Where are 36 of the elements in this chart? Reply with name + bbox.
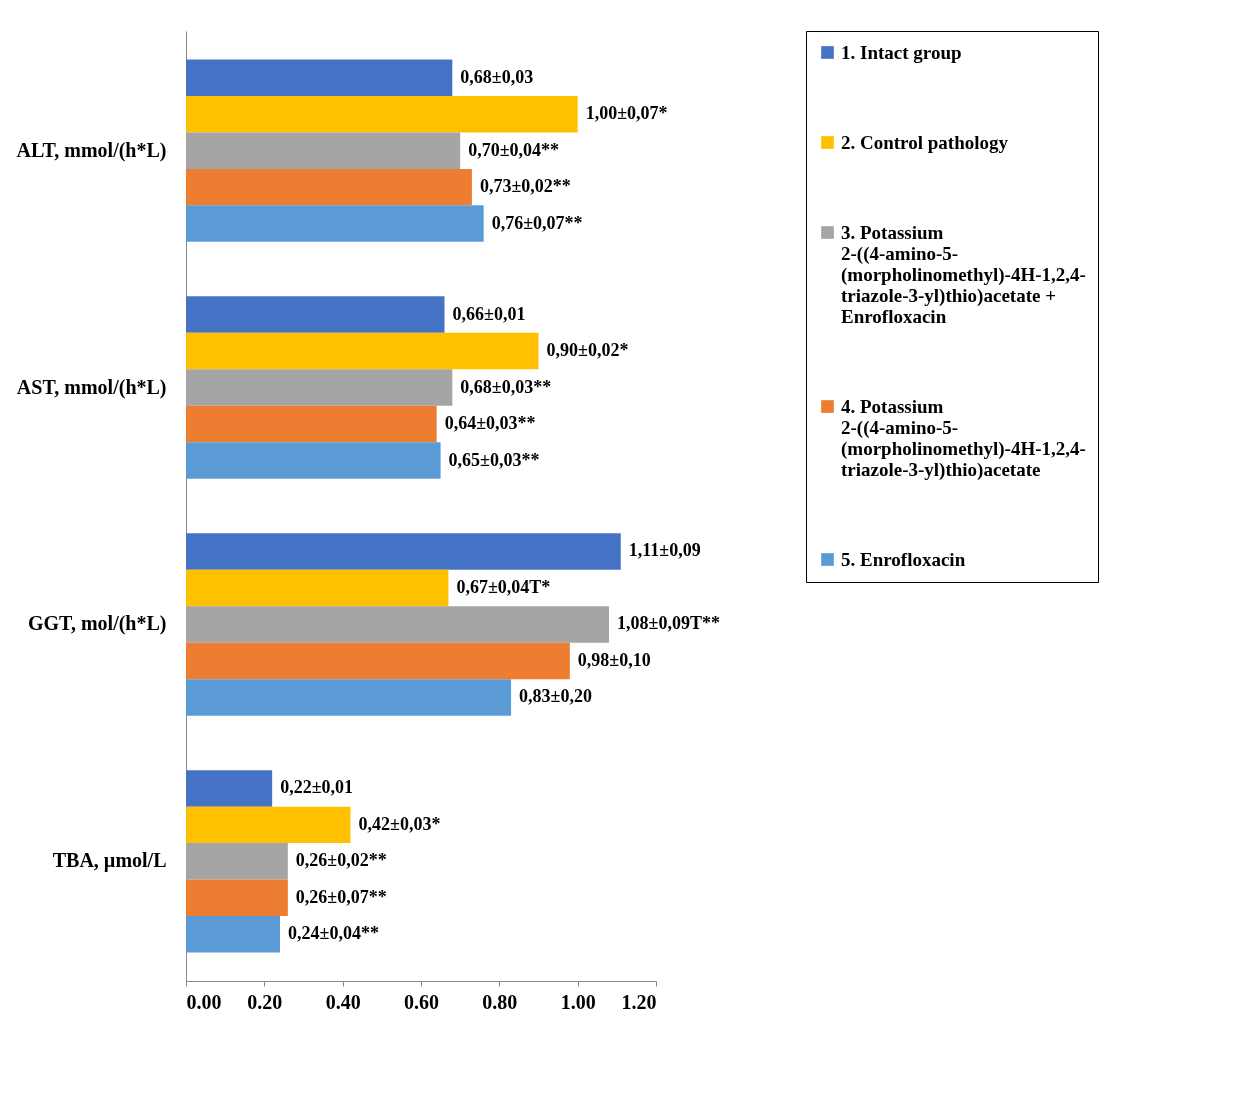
data-label: 0,67±0,04T* [456,576,551,597]
y-tick-label: TBA, µmol/L [52,849,167,873]
data-label: 0,68±0,03** [460,376,552,397]
legend-label: 3. Potassium 2-((4-amino-5-(morpholinomethyl)-4H-1,2,4-triazole-3-yl)thio)acetate + Enrofloxacin [841,221,1086,327]
data-label: 1,11±0,09 [628,540,701,561]
y-tick-label: ALT, mmol/(h*L) [16,138,167,162]
data-label: 1,08±0,09T** [617,613,720,634]
x-tick-label: 0.60 [404,990,439,1013]
data-label: 0,73±0,02** [479,176,571,197]
x-tick-label: 0.40 [325,990,361,1013]
y-tick-label: AST, mmol/(h*L) [16,375,167,399]
data-label: 0,64±0,03** [444,413,536,434]
legend-label: 5. Enrofloxacin [841,548,966,570]
x-tick-label: 0.20 [247,990,283,1013]
data-label: 0,42±0,03* [358,813,441,834]
data-label: 0,26±0,02** [295,850,387,871]
x-tick-label: 1.00 [560,990,596,1013]
data-label: 0,98±0,10 [577,649,651,670]
x-tick-label: 0.80 [482,990,518,1013]
x-tick-label: 0.00 [186,990,222,1013]
data-label: 0,26±0,07** [295,886,387,907]
data-label: 0,83±0,20 [519,686,592,707]
legend-label: 1. Intact group [841,41,962,63]
data-label: 0,66±0,01 [452,303,526,324]
legend-label: 2. Control pathology [841,131,1009,153]
data-label: 0,65±0,03** [448,449,540,470]
y-tick-label: GGT, mol/(h*L) [27,612,167,636]
data-label: 0,70±0,04** [468,139,560,160]
legend-label: 4. Potassium 2-((4-amino-5-(morpholinomethyl)-4H-1,2,4-triazole-3-yl)thio)acetate [841,395,1086,481]
x-tick-label: 1.20 [621,990,657,1013]
data-label: 0,24±0,04** [288,923,379,944]
data-label: 0,90±0,02* [546,340,629,361]
data-label: 0,22±0,01 [280,777,354,798]
data-label: 1,00±0,07* [585,103,668,124]
data-label: 0,76±0,07** [491,212,583,233]
data-label: 0,68±0,03 [460,66,534,87]
